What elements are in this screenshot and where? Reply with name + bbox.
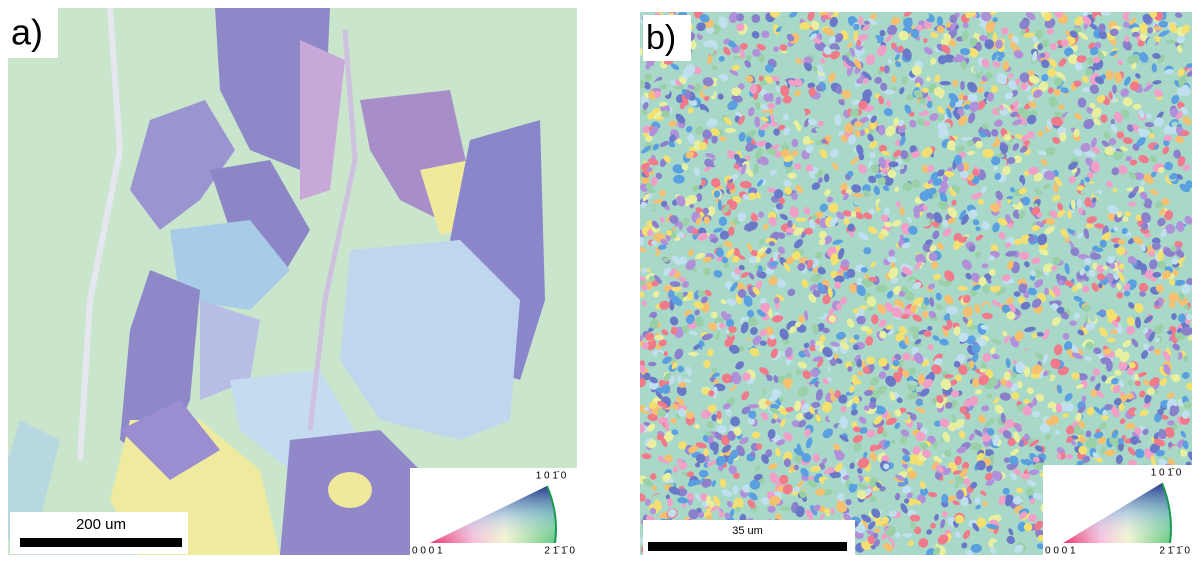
grain <box>960 81 965 91</box>
panel-label: b) <box>646 19 676 57</box>
grain <box>1086 223 1094 228</box>
scale-bar <box>648 542 847 551</box>
grain <box>888 161 898 167</box>
grain <box>786 228 795 233</box>
ipf-label-left: 0 0 0 1 <box>1045 546 1076 557</box>
grain <box>1066 454 1073 459</box>
grain <box>799 22 811 30</box>
grain <box>794 163 802 170</box>
grain <box>1107 338 1116 343</box>
grain <box>648 362 656 366</box>
grain <box>883 90 895 95</box>
grain <box>752 432 760 439</box>
grain <box>871 314 878 324</box>
ipf-label-right: 2 1̄ 1̄ 0 <box>1159 546 1190 557</box>
ipf-label-top: 1 0 1̄ 0 <box>1151 468 1182 479</box>
ipf-label-right: 2 1̄ 1̄ 0 <box>544 546 575 557</box>
scale-bar <box>20 538 182 547</box>
grain <box>912 422 917 431</box>
ipf-label-left: 0 0 0 1 <box>412 546 443 557</box>
grain <box>725 128 736 133</box>
grain <box>884 65 890 73</box>
grain <box>1141 223 1148 230</box>
scale-bar-label: 200 um <box>76 516 126 533</box>
grain <box>328 472 372 508</box>
grain <box>795 218 807 222</box>
grain <box>763 224 768 230</box>
panel-label: a) <box>11 12 43 53</box>
grain <box>734 164 740 169</box>
ipf-label-top: 1 0 1̄ 0 <box>536 471 567 482</box>
scale-bar-label: 35 um <box>732 525 763 537</box>
grain <box>905 336 909 345</box>
grain <box>970 360 975 369</box>
grain <box>1100 357 1111 364</box>
